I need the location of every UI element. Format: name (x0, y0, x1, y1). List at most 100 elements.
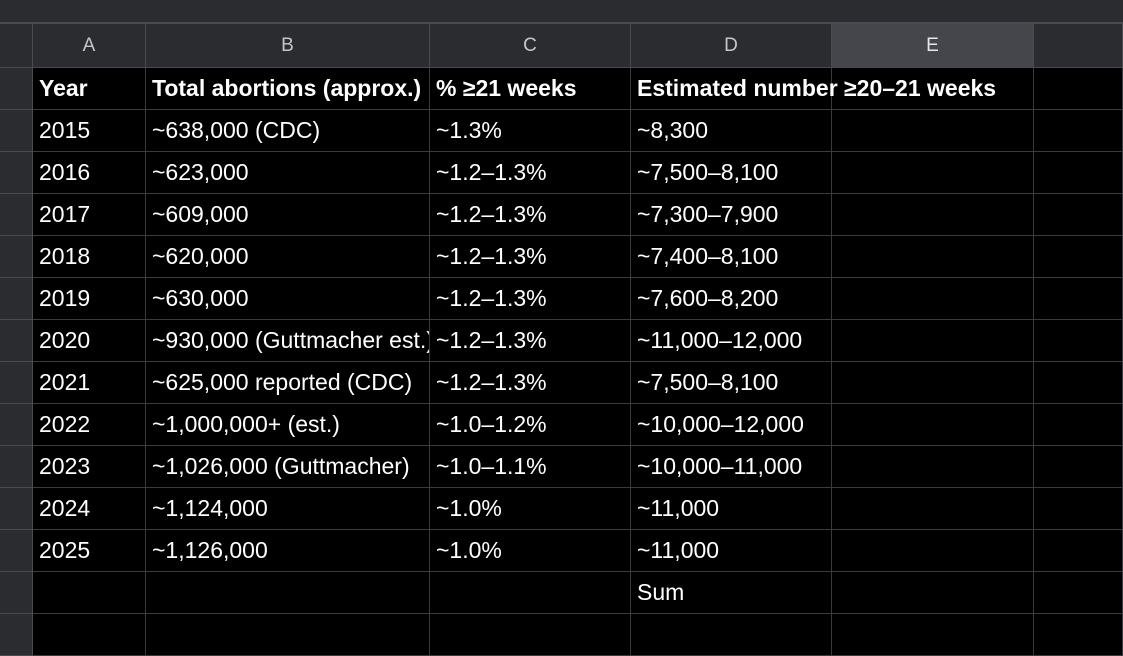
table-cell[interactable] (832, 362, 1034, 404)
column-header-e[interactable]: E (832, 24, 1034, 68)
table-cell[interactable]: 2022 (33, 404, 146, 446)
row-header[interactable] (0, 278, 33, 320)
table-cell[interactable]: 2023 (33, 446, 146, 488)
table-cell[interactable]: Sum (631, 572, 832, 614)
table-cell[interactable]: ~1.2–1.3% (430, 278, 631, 320)
table-cell[interactable] (1034, 110, 1123, 152)
table-cell[interactable] (1034, 530, 1123, 572)
table-cell[interactable] (1034, 320, 1123, 362)
table-cell[interactable] (33, 614, 146, 656)
row-header[interactable] (0, 530, 33, 572)
table-cell[interactable]: ~930,000 (Guttmacher est.) (146, 320, 430, 362)
table-cell[interactable]: ~1.3% (430, 110, 631, 152)
table-cell[interactable]: ~638,000 (CDC) (146, 110, 430, 152)
table-cell[interactable] (832, 488, 1034, 530)
table-cell[interactable] (1034, 362, 1123, 404)
table-cell[interactable]: 2020 (33, 320, 146, 362)
table-cell[interactable]: ~11,000 (631, 488, 832, 530)
table-cell[interactable] (1034, 446, 1123, 488)
table-cell[interactable]: ~1.0–1.1% (430, 446, 631, 488)
header-cell[interactable] (832, 68, 1034, 110)
table-cell[interactable]: ~7,500–8,100 (631, 362, 832, 404)
table-cell[interactable]: ~630,000 (146, 278, 430, 320)
row-header[interactable] (0, 152, 33, 194)
column-header-b[interactable]: B (146, 24, 430, 68)
row-header[interactable] (0, 68, 33, 110)
table-cell[interactable]: ~1.2–1.3% (430, 236, 631, 278)
table-cell[interactable]: ~1,000,000+ (est.) (146, 404, 430, 446)
row-header[interactable] (0, 614, 33, 656)
row-header[interactable] (0, 362, 33, 404)
table-cell[interactable] (832, 404, 1034, 446)
row-header[interactable] (0, 446, 33, 488)
table-cell[interactable]: ~8,300 (631, 110, 832, 152)
table-cell[interactable] (832, 236, 1034, 278)
table-cell[interactable]: ~625,000 reported (CDC) (146, 362, 430, 404)
header-cell[interactable]: % ≥21 weeks (430, 68, 631, 110)
table-cell[interactable]: ~623,000 (146, 152, 430, 194)
header-cell[interactable]: Year (33, 68, 146, 110)
header-cell[interactable]: Estimated number ≥20–21 weeks (631, 68, 996, 110)
table-cell[interactable]: ~10,000–11,000 (631, 446, 832, 488)
table-cell[interactable]: 2017 (33, 194, 146, 236)
table-cell[interactable] (146, 572, 430, 614)
table-cell[interactable]: ~1.0% (430, 488, 631, 530)
table-cell[interactable] (1034, 572, 1123, 614)
table-cell[interactable]: 2021 (33, 362, 146, 404)
select-all-corner[interactable] (0, 24, 33, 68)
row-header[interactable] (0, 320, 33, 362)
row-header[interactable] (0, 572, 33, 614)
column-header-d[interactable]: D (631, 24, 832, 68)
table-cell[interactable] (1034, 404, 1123, 446)
table-cell[interactable]: ~7,400–8,100 (631, 236, 832, 278)
table-cell[interactable] (146, 614, 430, 656)
table-cell[interactable] (832, 110, 1034, 152)
spreadsheet-grid[interactable]: A B C D E Year Total abortions (approx.)% ≥21 … (0, 24, 1123, 656)
table-cell[interactable]: 2025 (33, 530, 146, 572)
table-cell[interactable]: ~609,000 (146, 194, 430, 236)
table-cell[interactable]: 2024 (33, 488, 146, 530)
column-header-f[interactable] (1034, 24, 1123, 68)
table-cell[interactable]: ~1,124,000 (146, 488, 430, 530)
table-cell[interactable]: ~7,500–8,100 (631, 152, 832, 194)
table-cell[interactable] (1034, 278, 1123, 320)
table-cell[interactable] (832, 152, 1034, 194)
row-header[interactable] (0, 404, 33, 446)
row-header[interactable] (0, 488, 33, 530)
column-header-c[interactable]: C (430, 24, 631, 68)
table-cell[interactable] (1034, 194, 1123, 236)
table-cell[interactable]: ~10,000–12,000 (631, 404, 832, 446)
table-cell[interactable] (1034, 236, 1123, 278)
table-cell[interactable]: 2015 (33, 110, 146, 152)
table-cell[interactable]: ~620,000 (146, 236, 430, 278)
table-cell[interactable]: ~1,126,000 (146, 530, 430, 572)
table-cell[interactable]: ~11,000–12,000 (631, 320, 832, 362)
table-cell[interactable] (832, 194, 1034, 236)
table-cell[interactable] (832, 530, 1034, 572)
table-cell[interactable] (832, 572, 1034, 614)
table-cell[interactable]: ~7,300–7,900 (631, 194, 832, 236)
row-header[interactable] (0, 236, 33, 278)
table-cell[interactable] (430, 614, 631, 656)
table-cell[interactable]: ~1,026,000 (Guttmacher) (146, 446, 430, 488)
table-cell[interactable] (33, 572, 146, 614)
table-cell[interactable]: 2016 (33, 152, 146, 194)
table-cell[interactable]: 2018 (33, 236, 146, 278)
table-cell[interactable] (430, 572, 631, 614)
header-cell[interactable] (1034, 68, 1123, 110)
table-cell[interactable] (1034, 488, 1123, 530)
table-cell[interactable]: ~11,000 (631, 530, 832, 572)
row-header[interactable] (0, 194, 33, 236)
table-cell[interactable]: ~1.2–1.3% (430, 362, 631, 404)
column-header-a[interactable]: A (33, 24, 146, 68)
table-cell[interactable] (832, 446, 1034, 488)
row-header[interactable] (0, 110, 33, 152)
table-cell[interactable]: ~7,600–8,200 (631, 278, 832, 320)
table-cell[interactable] (832, 278, 1034, 320)
table-cell[interactable]: 2019 (33, 278, 146, 320)
table-cell[interactable]: ~1.0–1.2% (430, 404, 631, 446)
table-cell[interactable]: ~1.2–1.3% (430, 194, 631, 236)
header-cell[interactable]: Total abortions (approx.) (146, 68, 430, 110)
table-cell[interactable] (1034, 152, 1123, 194)
table-cell[interactable] (631, 614, 832, 656)
